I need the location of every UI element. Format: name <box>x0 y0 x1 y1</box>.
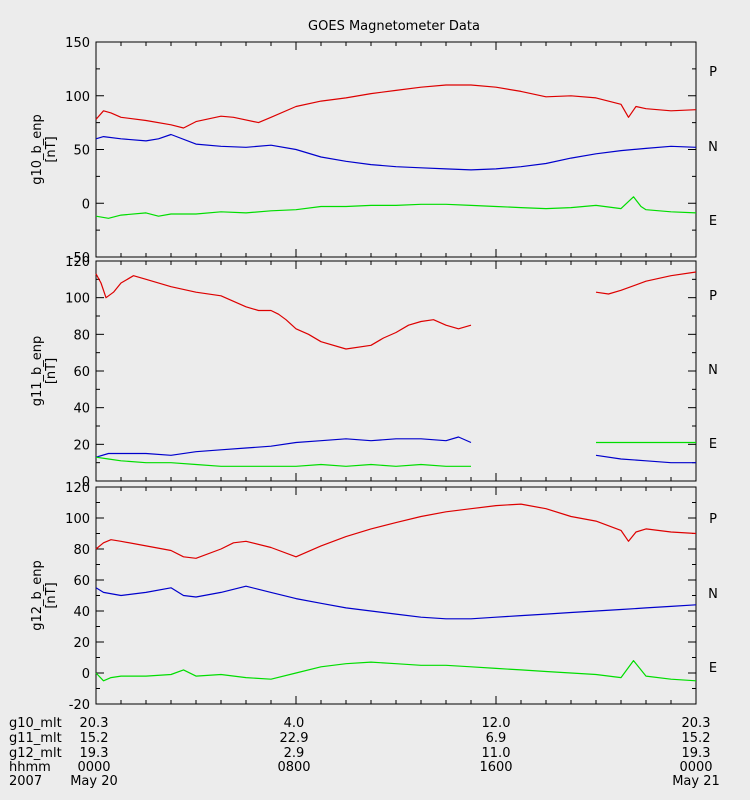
y-tick-label: 0 <box>82 667 90 682</box>
x-date-end: May 21 <box>672 774 720 789</box>
x-row-value: 20.3 <box>682 716 711 731</box>
y-tick-label: 80 <box>73 543 90 558</box>
y-axis-label: g11_b_enp <box>30 336 45 407</box>
x-axis-labels: g10_mlt 20.3 4.0 12.0 20.3 g11_mlt 15.2 22.9 6.9… <box>9 716 720 789</box>
series-E-line <box>95 660 697 682</box>
y-tick-label: 40 <box>73 605 90 620</box>
x-row-value: 15.2 <box>80 731 109 746</box>
x-row-value: 2.9 <box>284 746 305 761</box>
legend-N: N <box>708 363 718 378</box>
panel-3: -20 0 20 40 60 80 100 120 g12_b_enp [nT] P N E <box>30 481 718 713</box>
legend-N: N <box>708 587 718 602</box>
y-tick-label: 120 <box>65 481 90 496</box>
panel-frame <box>95 41 697 258</box>
x-date-year: 2007 <box>9 774 42 789</box>
x-row-value: 19.3 <box>80 746 109 761</box>
series-P-line <box>95 503 697 559</box>
y-tick-label: 120 <box>65 255 90 270</box>
series-P-line <box>95 84 697 129</box>
y-tick-label: 0 <box>82 197 90 212</box>
x-row-value: 0000 <box>77 760 110 775</box>
y-axis-label: g10_b_enp <box>30 114 45 185</box>
series-E-line <box>95 456 471 467</box>
legend-E: E <box>709 661 717 676</box>
series-N-line <box>95 585 697 620</box>
y-axis-unit: [nT] <box>44 136 59 162</box>
x-row-value: 12.0 <box>482 716 511 731</box>
x-row-label: g11_mlt <box>9 731 62 746</box>
x-row-label: g12_mlt <box>9 746 62 761</box>
panel-2: 0 20 40 60 80 100 120 g11_b_enp [nT] P N E <box>30 255 718 490</box>
x-row-label: hhmm <box>9 760 51 775</box>
legend-P: P <box>709 512 717 527</box>
y-tick-label: 40 <box>73 402 90 417</box>
y-tick-label: 0 <box>82 475 90 490</box>
y-tick-label: 50 <box>73 144 90 159</box>
x-row-value: 0000 <box>679 760 712 775</box>
x-row-value: 19.3 <box>682 746 711 761</box>
x-row-value: 15.2 <box>682 731 711 746</box>
legend-P: P <box>709 65 717 80</box>
y-tick-label: 80 <box>73 328 90 343</box>
series-P-line <box>95 273 472 350</box>
legend-N: N <box>708 140 718 155</box>
x-row-value: 22.9 <box>280 731 309 746</box>
legend-E: E <box>709 437 717 452</box>
y-axis-unit: [nT] <box>44 358 59 384</box>
series-N-line <box>95 436 472 458</box>
chart-title: GOES Magnetometer Data <box>308 19 480 34</box>
y-tick-label: 150 <box>65 36 90 51</box>
x-row-value: 6.9 <box>486 731 507 746</box>
series-N-line <box>95 133 697 171</box>
y-tick-label: 60 <box>73 574 90 589</box>
x-row-value: 1600 <box>479 760 512 775</box>
x-row-value: 20.3 <box>80 716 109 731</box>
series-E-line <box>95 196 697 219</box>
y-tick-label: 100 <box>65 512 90 527</box>
legend-P: P <box>709 289 717 304</box>
y-tick-label: -20 <box>69 698 90 713</box>
y-tick-label: 100 <box>65 90 90 105</box>
x-date-start: May 20 <box>70 774 118 789</box>
series-P-line <box>595 271 697 295</box>
x-row-label: g10_mlt <box>9 716 62 731</box>
x-row-value: 4.0 <box>284 716 305 731</box>
y-tick-label: 20 <box>73 636 90 651</box>
y-tick-label: -50 <box>69 251 90 266</box>
legend-E: E <box>709 214 717 229</box>
series-N-line <box>595 454 696 464</box>
y-tick-label: 60 <box>73 365 90 380</box>
x-row-value: 11.0 <box>482 746 511 761</box>
y-tick-label: 100 <box>65 292 90 307</box>
y-axis-label: g12_b_enp <box>30 560 45 631</box>
y-axis-unit: [nT] <box>44 582 59 608</box>
y-tick-label: 20 <box>73 438 90 453</box>
panel-1: -50 0 50 100 150 g10_b_enp [nT] P N E <box>30 36 718 266</box>
x-row-value: 0800 <box>277 760 310 775</box>
